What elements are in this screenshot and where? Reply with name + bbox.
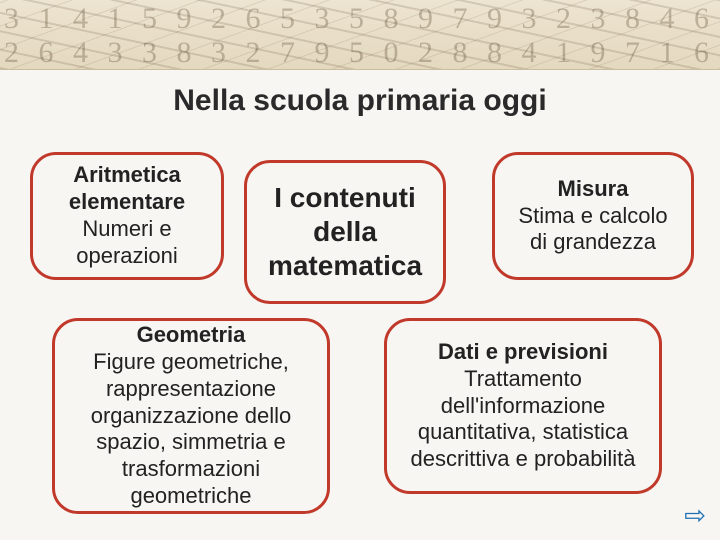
- box-contenuti-title: I contenuti della matematica: [261, 181, 429, 283]
- box-aritmetica-body: Numeri e operazioni: [47, 216, 207, 270]
- box-geometria-body: Figure geometriche, rappresentazione org…: [69, 349, 313, 510]
- box-dati-body: Trattamento dell'informazione quantitati…: [401, 366, 645, 473]
- box-misura: Misura Stima e calcolo di grandezza: [492, 152, 694, 280]
- box-aritmetica: Aritmetica elementare Numeri e operazion…: [30, 152, 224, 280]
- box-dati-title: Dati e previsioni: [438, 339, 608, 366]
- next-arrow-icon[interactable]: ⇨: [684, 502, 706, 528]
- box-geometria-title: Geometria: [137, 322, 246, 349]
- diagram-stage: Aritmetica elementare Numeri e operazion…: [0, 0, 720, 540]
- box-dati: Dati e previsioni Trattamento dell'infor…: [384, 318, 662, 494]
- box-misura-title: Misura: [558, 176, 629, 203]
- box-contenuti: I contenuti della matematica: [244, 160, 446, 304]
- box-geometria: Geometria Figure geometriche, rappresent…: [52, 318, 330, 514]
- box-misura-body: Stima e calcolo di grandezza: [509, 203, 677, 257]
- box-aritmetica-title: Aritmetica elementare: [47, 162, 207, 216]
